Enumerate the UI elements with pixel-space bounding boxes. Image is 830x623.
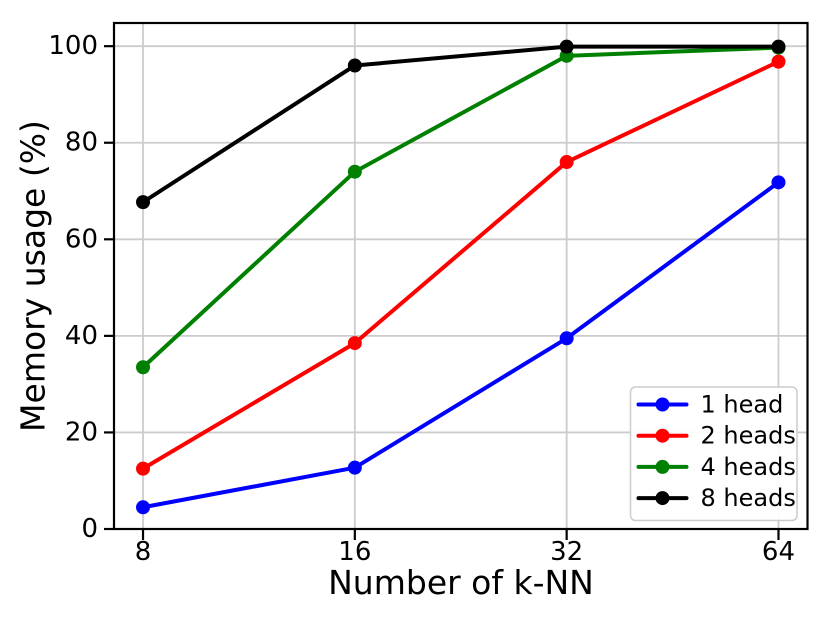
marker-8-heads-16 <box>347 58 362 73</box>
y-tick-label-80: 80 <box>65 128 98 158</box>
legend-sample-marker-1-head <box>655 397 670 412</box>
axes-frame <box>112 21 809 531</box>
marker-2-heads-16 <box>347 336 362 351</box>
legend-label-1-head: 1 head <box>701 391 784 419</box>
marker-4-heads-8 <box>136 360 151 375</box>
legend-item-8-heads: 8 heads <box>636 484 796 512</box>
series-line-2-heads <box>141 59 781 471</box>
y-tick-label-60: 60 <box>65 224 98 254</box>
y-axis-label: Memory usage (%) <box>13 120 53 432</box>
marker-1-head-16 <box>347 460 362 475</box>
marker-2-heads-64 <box>771 54 786 69</box>
y-tick-label-100: 100 <box>48 31 98 61</box>
legend-frame <box>629 386 798 522</box>
x-axis-label: Number of k-NN <box>328 563 594 602</box>
tick-layer <box>104 45 780 540</box>
legend-label-4-heads: 4 heads <box>701 453 796 481</box>
marker-1-head-64 <box>771 175 786 190</box>
marker-8-heads-32 <box>559 39 574 54</box>
series-8-heads <box>136 39 786 210</box>
y-tick-label-20: 20 <box>65 417 98 447</box>
legend-sample-marker-2-heads <box>655 428 670 443</box>
y-tick-label-40: 40 <box>65 321 98 351</box>
tick-label-layer: 0 20 40 60 80 100 8 16 32 64 <box>48 31 795 567</box>
marker-8-heads-64 <box>771 39 786 54</box>
series-1-head <box>136 175 786 515</box>
legend-sample-marker-8-heads <box>655 491 670 506</box>
x-tick-label-32: 32 <box>550 537 583 567</box>
y-tick-label-0: 0 <box>81 514 98 544</box>
marker-8-heads-8 <box>136 195 151 210</box>
x-tick-label-8: 8 <box>135 537 152 567</box>
x-tick-label-64: 64 <box>762 537 795 567</box>
legend-label-8-heads: 8 heads <box>701 484 796 512</box>
marker-1-head-32 <box>559 331 574 346</box>
series-2-heads <box>136 54 786 476</box>
series-line-8-heads <box>141 44 781 205</box>
legend-item-1-head: 1 head <box>636 391 784 419</box>
series-line-4-heads <box>141 45 781 370</box>
legend-label-2-heads: 2 heads <box>701 422 796 450</box>
marker-4-heads-16 <box>347 164 362 179</box>
legend-sample-marker-4-heads <box>655 459 670 474</box>
marker-2-heads-32 <box>559 155 574 170</box>
marker-2-heads-8 <box>136 461 151 476</box>
legend-item-4-heads: 4 heads <box>636 453 796 481</box>
legend-item-2-heads: 2 heads <box>636 422 796 450</box>
legend: 1 head 2 heads 4 heads 8 heads <box>629 386 798 522</box>
series-line-1-head <box>141 180 781 510</box>
x-tick-label-16: 16 <box>338 537 371 567</box>
marker-1-head-8 <box>136 500 151 515</box>
